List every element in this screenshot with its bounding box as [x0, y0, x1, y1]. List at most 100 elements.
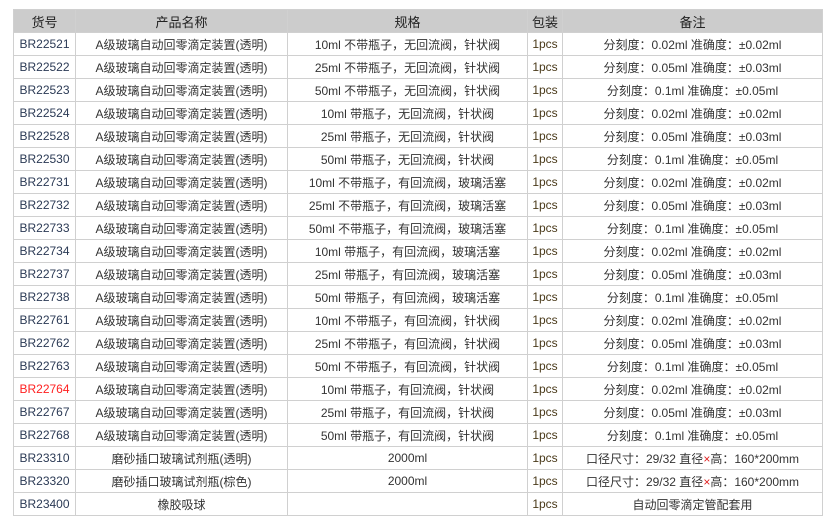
pack-cell: 1pcs — [527, 331, 563, 355]
table-row: BR22763 A级玻璃自动回零滴定装置(透明) 50ml 不带瓶子，有回流阀，针状… — [13, 354, 823, 378]
spec-cell: 25ml 不带瓶子，无回流阀，针状阀 — [287, 55, 528, 79]
header-pack: 包装 — [527, 9, 563, 33]
spec-cell: 10ml 不带瓶子，无回流阀，针状阀 — [287, 32, 528, 56]
table-row: BR22733 A级玻璃自动回零滴定装置(透明) 50ml 不带瓶子，有回流阀，玻璃… — [13, 216, 823, 240]
spec-cell: 10ml 带瓶子，无回流阀，针状阀 — [287, 101, 528, 125]
product-name-cell: A级玻璃自动回零滴定装置(透明) — [75, 239, 288, 263]
pack-cell: 1pcs — [527, 124, 563, 148]
table-row: BR22738 A级玻璃自动回零滴定装置(透明) 50ml 带瓶子，有回流阀，玻璃活… — [13, 285, 823, 309]
spec-cell: 10ml 带瓶子，有回流阀，玻璃活塞 — [287, 239, 528, 263]
product-code-cell: BR22524 — [13, 101, 76, 125]
note-cell: 分刻度：0.1ml 准确度：±0.05ml — [562, 354, 823, 378]
product-name-cell: 磨砂插口玻璃试剂瓶(透明) — [75, 446, 288, 470]
table-row: BR23310 磨砂插口玻璃试剂瓶(透明) 2000ml 1pcs 口径尺寸：29/32… — [13, 446, 823, 470]
product-code-cell: BR23400 — [13, 492, 76, 516]
product-name-cell: A级玻璃自动回零滴定装置(透明) — [75, 285, 288, 309]
spec-cell: 50ml 带瓶子，无回流阀，针状阀 — [287, 147, 528, 171]
pack-cell: 1pcs — [527, 170, 563, 194]
note-cell: 分刻度：0.05ml 准确度：±0.03ml — [562, 124, 823, 148]
product-code-cell: BR23310 — [13, 446, 76, 470]
table-row: BR22737 A级玻璃自动回零滴定装置(透明) 25ml 带瓶子，有回流阀，玻璃活… — [13, 262, 823, 286]
product-name-cell: A级玻璃自动回零滴定装置(透明) — [75, 423, 288, 447]
table-header-row: 货号 产品名称 规格 包装 备注 — [13, 9, 823, 33]
note-cell: 分刻度：0.02ml 准确度：±0.02ml — [562, 170, 823, 194]
product-name-cell: A级玻璃自动回零滴定装置(透明) — [75, 101, 288, 125]
product-code-cell: BR22761 — [13, 308, 76, 332]
product-code-cell: BR22523 — [13, 78, 76, 102]
product-name-cell: A级玻璃自动回零滴定装置(透明) — [75, 400, 288, 424]
note-cell: 分刻度：0.1ml 准确度：±0.05ml — [562, 216, 823, 240]
pack-cell: 1pcs — [527, 239, 563, 263]
product-name-cell: A级玻璃自动回零滴定装置(透明) — [75, 354, 288, 378]
pack-cell: 1pcs — [527, 78, 563, 102]
table-row: BR23320 磨砂插口玻璃试剂瓶(棕色) 2000ml 1pcs 口径尺寸：29/32… — [13, 469, 823, 493]
spec-cell: 50ml 带瓶子，有回流阀，玻璃活塞 — [287, 285, 528, 309]
pack-cell: 1pcs — [527, 32, 563, 56]
pack-cell: 1pcs — [527, 446, 563, 470]
pack-cell: 1pcs — [527, 400, 563, 424]
product-name-cell: A级玻璃自动回零滴定装置(透明) — [75, 147, 288, 171]
spec-cell: 50ml 不带瓶子，无回流阀，针状阀 — [287, 78, 528, 102]
note-cell: 分刻度：0.02ml 准确度：±0.02ml — [562, 32, 823, 56]
note-cell: 分刻度：0.05ml 准确度：±0.03ml — [562, 331, 823, 355]
product-name-cell: A级玻璃自动回零滴定装置(透明) — [75, 170, 288, 194]
header-spec: 规格 — [287, 9, 528, 33]
pack-cell: 1pcs — [527, 193, 563, 217]
table-row: BR22732 A级玻璃自动回零滴定装置(透明) 25ml 不带瓶子，有回流阀，玻璃… — [13, 193, 823, 217]
pack-cell: 1pcs — [527, 492, 563, 516]
pack-cell: 1pcs — [527, 469, 563, 493]
product-name-cell: A级玻璃自动回零滴定装置(透明) — [75, 193, 288, 217]
product-code-cell: BR22738 — [13, 285, 76, 309]
product-code-cell: BR22732 — [13, 193, 76, 217]
product-code-cell: BR22767 — [13, 400, 76, 424]
header-note: 备注 — [562, 9, 823, 33]
product-code-cell: BR23320 — [13, 469, 76, 493]
product-code-cell: BR22733 — [13, 216, 76, 240]
spec-cell: 2000ml — [287, 469, 528, 493]
product-code-cell: BR22768 — [13, 423, 76, 447]
product-name-cell: A级玻璃自动回零滴定装置(透明) — [75, 262, 288, 286]
table-row: BR22528 A级玻璃自动回零滴定装置(透明) 25ml 带瓶子，无回流阀，针状阀… — [13, 124, 823, 148]
pack-cell: 1pcs — [527, 308, 563, 332]
note-cell: 分刻度：0.05ml 准确度：±0.03ml — [562, 193, 823, 217]
product-code-cell: BR22737 — [13, 262, 76, 286]
product-name-cell: 磨砂插口玻璃试剂瓶(棕色) — [75, 469, 288, 493]
note-part: × — [703, 474, 711, 489]
product-code-cell: BR22530 — [13, 147, 76, 171]
header-code: 货号 — [13, 9, 76, 33]
pack-cell: 1pcs — [527, 216, 563, 240]
product-table: 货号 产品名称 规格 包装 备注 BR22521 A级玻璃自动回零滴定装置(透明)… — [13, 9, 823, 516]
pack-cell: 1pcs — [527, 147, 563, 171]
spec-cell: 50ml 不带瓶子，有回流阀，针状阀 — [287, 354, 528, 378]
pack-cell: 1pcs — [527, 354, 563, 378]
pack-cell: 1pcs — [527, 262, 563, 286]
product-code-cell: BR22762 — [13, 331, 76, 355]
product-code-cell: BR22734 — [13, 239, 76, 263]
note-cell: 分刻度：0.05ml 准确度：±0.03ml — [562, 400, 823, 424]
note-cell: 分刻度：0.05ml 准确度：±0.03ml — [562, 262, 823, 286]
spec-cell: 50ml 不带瓶子，有回流阀，玻璃活塞 — [287, 216, 528, 240]
table-row: BR22768 A级玻璃自动回零滴定装置(透明) 50ml 带瓶子，有回流阀，针状阀… — [13, 423, 823, 447]
table-row: BR22522 A级玻璃自动回零滴定装置(透明) 25ml 不带瓶子，无回流阀，针状… — [13, 55, 823, 79]
product-name-cell: A级玻璃自动回零滴定装置(透明) — [75, 331, 288, 355]
product-code-cell: BR22764 — [13, 377, 76, 401]
note-cell: 分刻度：0.1ml 准确度：±0.05ml — [562, 285, 823, 309]
note-cell: 分刻度：0.05ml 准确度：±0.03ml — [562, 55, 823, 79]
note-part: 高：160*200mm — [710, 451, 800, 466]
product-code-cell: BR22521 — [13, 32, 76, 56]
note-cell: 分刻度：0.1ml 准确度：±0.05ml — [562, 147, 823, 171]
product-name-cell: 橡胶吸球 — [75, 492, 288, 516]
spec-cell: 25ml 不带瓶子，有回流阀，针状阀 — [287, 331, 528, 355]
table-row: BR22524 A级玻璃自动回零滴定装置(透明) 10ml 带瓶子，无回流阀，针状阀… — [13, 101, 823, 125]
product-name-cell: A级玻璃自动回零滴定装置(透明) — [75, 308, 288, 332]
spec-cell: 25ml 带瓶子，无回流阀，针状阀 — [287, 124, 528, 148]
spec-cell: 25ml 不带瓶子，有回流阀，玻璃活塞 — [287, 193, 528, 217]
table-row: BR22521 A级玻璃自动回零滴定装置(透明) 10ml 不带瓶子，无回流阀，针状… — [13, 32, 823, 56]
note-cell: 口径尺寸：29/32 直径×高：160*200mm — [562, 446, 823, 470]
pack-cell: 1pcs — [527, 285, 563, 309]
spec-cell: 25ml 带瓶子，有回流阀，玻璃活塞 — [287, 262, 528, 286]
table-row: BR22530 A级玻璃自动回零滴定装置(透明) 50ml 带瓶子，无回流阀，针状阀… — [13, 147, 823, 171]
table-row: BR22762 A级玻璃自动回零滴定装置(透明) 25ml 不带瓶子，有回流阀，针状… — [13, 331, 823, 355]
pack-cell: 1pcs — [527, 101, 563, 125]
product-name-cell: A级玻璃自动回零滴定装置(透明) — [75, 78, 288, 102]
